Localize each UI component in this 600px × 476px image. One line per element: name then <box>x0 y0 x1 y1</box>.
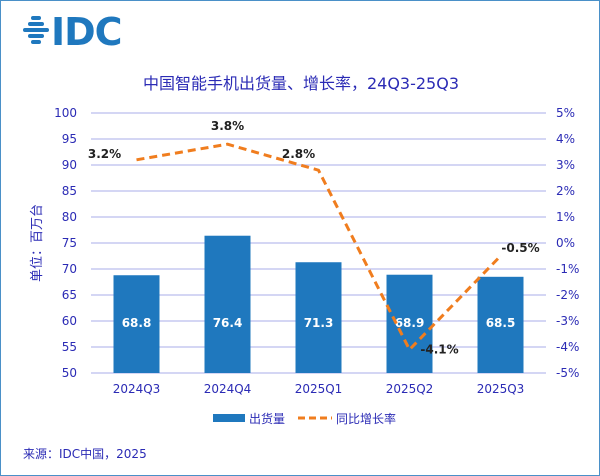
y-tick-label: 60 <box>62 314 77 328</box>
x-tick-label: 2024Q4 <box>204 382 252 396</box>
x-tick-label: 2025Q3 <box>477 382 525 396</box>
idc-logo: IDC <box>23 10 123 54</box>
y-tick-label: 65 <box>62 288 77 302</box>
y2-tick-label: -1% <box>556 262 579 276</box>
y2-tick-label: 0% <box>556 236 575 250</box>
y-tick-label: 100 <box>54 106 77 120</box>
bar-value-label: 68.5 <box>486 316 516 330</box>
y2-tick-label: -2% <box>556 288 579 302</box>
chart-title: 中国智能手机出货量、增长率，24Q3-25Q3 <box>143 74 459 93</box>
y-tick-label: 50 <box>62 366 77 380</box>
line-value-label: 3.2% <box>88 147 121 161</box>
bar-value-label: 68.9 <box>395 316 425 330</box>
bar <box>295 262 342 373</box>
line-value-label: 3.8% <box>211 119 244 133</box>
x-tick-label: 2025Q1 <box>295 382 343 396</box>
legend-swatch-bar <box>213 414 245 422</box>
y-tick-label: 95 <box>62 132 77 146</box>
y-axis-label: 单位：百万台 <box>30 204 45 282</box>
bar-value-label: 71.3 <box>304 316 334 330</box>
y-tick-label: 55 <box>62 340 77 354</box>
y2-tick-label: 3% <box>556 158 575 172</box>
line-value-label: 2.8% <box>282 147 315 161</box>
y-tick-label: 80 <box>62 210 77 224</box>
y2-tick-label: -4% <box>556 340 579 354</box>
logo-stripe <box>23 28 49 32</box>
y2-tick-label: 5% <box>556 106 575 120</box>
x-tick-label: 2024Q3 <box>113 382 161 396</box>
logo-stripe <box>31 40 41 44</box>
bar-value-label: 76.4 <box>213 316 243 330</box>
line-value-label: -4.1% <box>420 343 458 357</box>
y2-tick-label: -3% <box>556 314 579 328</box>
source-note: 来源：IDC中国，2025 <box>23 446 147 461</box>
line-value-label: -0.5% <box>501 241 539 255</box>
legend: 出货量 同比增长率 <box>213 411 396 426</box>
bar <box>113 275 160 373</box>
y-tick-label: 70 <box>62 262 77 276</box>
logo-stripe <box>28 34 44 38</box>
bar <box>204 235 251 373</box>
y2-tick-label: 1% <box>556 210 575 224</box>
legend-label-line: 同比增长率 <box>336 411 396 426</box>
bar <box>477 276 524 373</box>
svg-text:IDC: IDC <box>51 10 122 54</box>
logo-stripe <box>31 16 41 20</box>
bar-value-label: 68.8 <box>122 316 152 330</box>
y2-tick-label: 2% <box>556 184 575 198</box>
y-tick-label: 85 <box>62 184 77 198</box>
y2-tick-label: -5% <box>556 366 579 380</box>
y-tick-label: 90 <box>62 158 77 172</box>
bar <box>386 274 433 373</box>
y-tick-label: 75 <box>62 236 77 250</box>
logo-stripe <box>28 22 44 26</box>
y2-tick-label: 4% <box>556 132 575 146</box>
x-tick-label: 2025Q2 <box>386 382 434 396</box>
legend-label-bar: 出货量 <box>249 411 285 426</box>
